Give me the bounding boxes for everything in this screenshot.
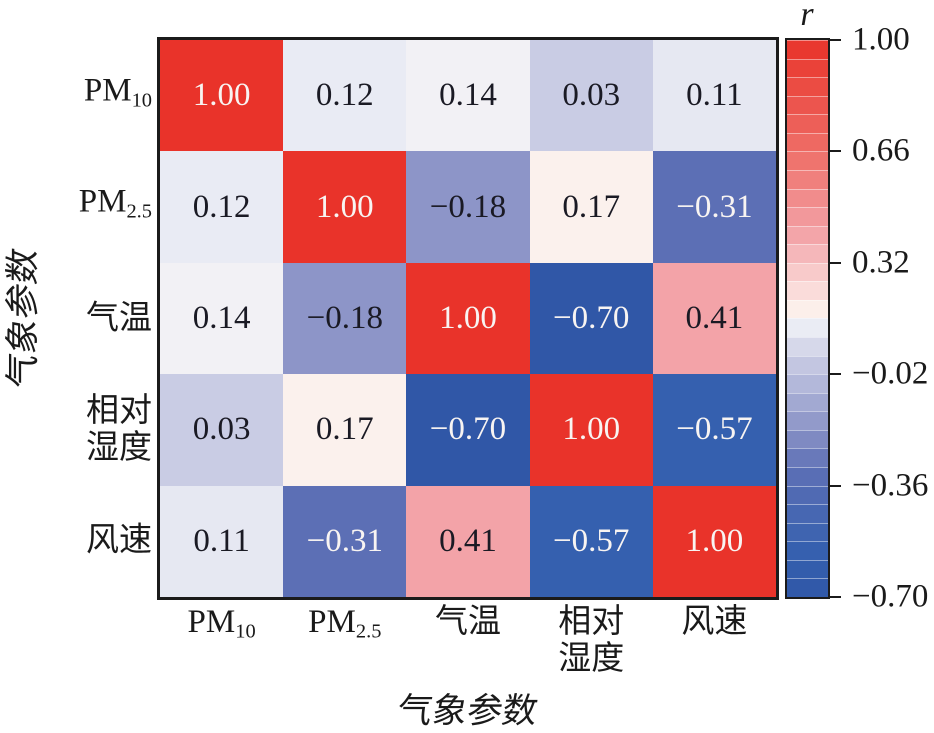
- colorbar-tick-label: 0.66: [852, 132, 910, 169]
- y-tick-label: PM2.5: [78, 183, 152, 223]
- heatmap-cell: 0.41: [652, 262, 776, 375]
- heatmap-grid: 1.00 0.12 0.14 0.03 0.11 0.12 1.00 −0.18 0.17 −0.…: [157, 37, 779, 600]
- colorbar-step: [787, 337, 828, 356]
- colorbar-step: [787, 58, 828, 78]
- colorbar-tick-mark: [830, 596, 841, 598]
- colorbar-tick-mark: [830, 373, 841, 376]
- colorbar-step: [787, 151, 828, 170]
- y-tick-label: PM10: [83, 72, 152, 112]
- heatmap-cell: −0.31: [283, 485, 407, 597]
- y-tick-label: 风速: [86, 522, 152, 559]
- heatmap-cell: 0.12: [160, 151, 284, 263]
- colorbar-step: [787, 392, 828, 412]
- colorbar-step: [787, 448, 828, 467]
- x-tick-label: 气温: [435, 604, 501, 640]
- heatmap-cell: −0.57: [529, 485, 653, 597]
- colorbar-tick-mark: [830, 484, 841, 487]
- heatmap-cell: 0.14: [160, 262, 284, 375]
- colorbar-step: [787, 318, 828, 337]
- heatmap-cell: 0.11: [652, 40, 776, 152]
- heatmap-cell: 0.12: [283, 40, 407, 152]
- heatmap-cell: 0.17: [529, 151, 653, 263]
- y-axis-title: 气象参数: [3, 245, 43, 392]
- heatmap-cell: 0.41: [406, 485, 530, 597]
- heatmap-cell: 0.03: [160, 374, 284, 486]
- colorbar-step: [787, 299, 828, 319]
- colorbar-tick-label: 1.00: [852, 21, 910, 58]
- colorbar-step: [787, 132, 828, 152]
- heatmap-cell: 0.11: [160, 485, 284, 597]
- colorbar-step: [787, 77, 828, 96]
- colorbar-tick-mark: [830, 261, 841, 264]
- y-tick-label: 气温: [86, 300, 152, 336]
- x-tick-label: PM2.5: [308, 604, 382, 643]
- x-axis-title: 气象参数: [394, 691, 541, 731]
- colorbar-step: [787, 559, 828, 579]
- x-tick-label: 风速: [681, 604, 748, 640]
- colorbar-step: [787, 429, 828, 449]
- colorbar-step: [787, 244, 828, 263]
- heatmap-cell: −0.31: [652, 151, 776, 263]
- colorbar-step: [787, 411, 828, 430]
- colorbar-title: r: [800, 0, 814, 33]
- colorbar-step: [787, 40, 828, 59]
- x-tick-label: PM10: [187, 604, 256, 643]
- heatmap-cell: 1.00: [529, 374, 653, 486]
- colorbar-step: [787, 114, 828, 133]
- colorbar-step: [787, 169, 828, 189]
- colorbar-step: [787, 466, 828, 486]
- heatmap-cell: 1.00: [283, 151, 407, 263]
- colorbar-step: [787, 374, 828, 393]
- heatmap-cell: −0.18: [283, 262, 407, 375]
- colorbar: [785, 38, 830, 599]
- y-tick-label: 相对 湿度: [86, 392, 152, 466]
- heatmap-cell: 0.03: [529, 40, 653, 152]
- x-tick-label: 相对 湿度: [558, 604, 625, 677]
- heatmap-cell: −0.57: [652, 374, 776, 486]
- heatmap-cell: −0.18: [406, 151, 530, 263]
- colorbar-step: [787, 188, 828, 208]
- colorbar-step: [787, 355, 828, 375]
- colorbar-step: [787, 225, 828, 245]
- colorbar-step: [787, 541, 828, 560]
- heatmap-cell: 0.17: [283, 374, 407, 486]
- heatmap-cell: 0.14: [406, 40, 530, 152]
- colorbar-step: [787, 281, 828, 300]
- colorbar-step: [787, 504, 828, 523]
- heatmap-cell: 1.00: [652, 485, 776, 597]
- heatmap-cell: −0.70: [529, 262, 653, 375]
- heatmap-cell: −0.70: [406, 374, 530, 486]
- colorbar-step: [787, 262, 828, 282]
- colorbar-step: [787, 578, 828, 597]
- colorbar-tick-mark: [830, 39, 841, 41]
- colorbar-tick-label: 0.32: [852, 244, 910, 281]
- colorbar-tick-label: −0.70: [852, 578, 929, 615]
- heatmap-cell: 1.00: [160, 40, 284, 152]
- colorbar-step: [787, 95, 828, 115]
- colorbar-step: [787, 485, 828, 505]
- colorbar-tick-mark: [830, 150, 841, 153]
- colorbar-tick-label: −0.02: [852, 355, 929, 392]
- colorbar-step: [787, 522, 828, 542]
- colorbar-tick-label: −0.36: [852, 467, 929, 504]
- heatmap-cell: 1.00: [406, 262, 530, 375]
- colorbar-step: [787, 207, 828, 226]
